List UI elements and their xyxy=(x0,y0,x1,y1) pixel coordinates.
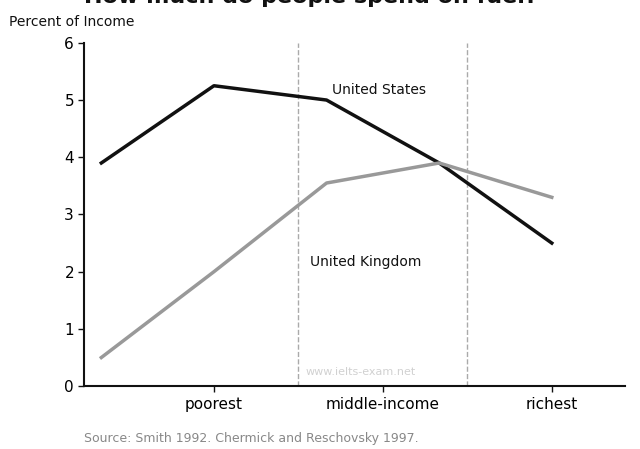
Text: United States: United States xyxy=(332,83,426,97)
Text: Source: Smith 1992. Chermick and Reschovsky 1997.: Source: Smith 1992. Chermick and Reschov… xyxy=(84,431,419,445)
Text: www.ielts-exam.net: www.ielts-exam.net xyxy=(305,367,415,377)
Text: How much do people spend on fuel?: How much do people spend on fuel? xyxy=(84,0,538,7)
Text: United Kingdom: United Kingdom xyxy=(310,255,421,269)
Text: Percent of Income: Percent of Income xyxy=(9,15,134,29)
